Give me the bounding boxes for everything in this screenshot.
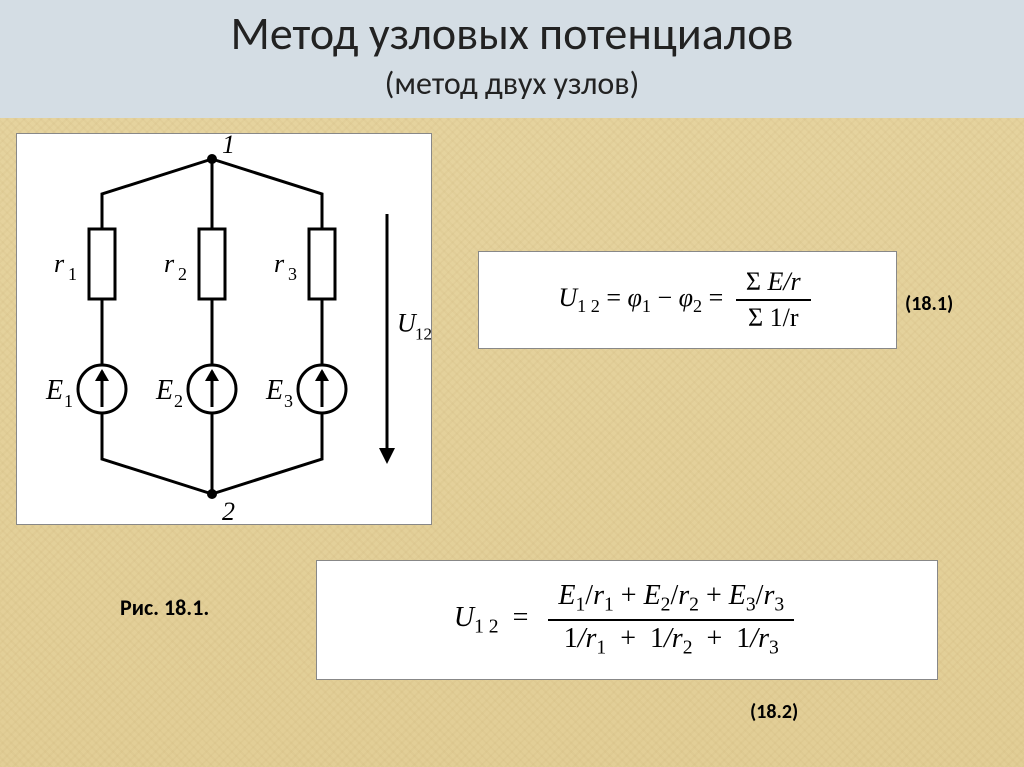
svg-text:12: 12 [415, 325, 431, 344]
svg-text:E: E [265, 375, 283, 406]
equation-label-18-2: (18.2) [750, 700, 798, 724]
title-band: Метод узловых потенциалов (метод двух уз… [0, 0, 1024, 118]
circuit-diagram: 12r1E1r2E2r3E3U12 [16, 133, 432, 525]
svg-text:r: r [164, 249, 175, 278]
slide-subtitle: (метод двух узлов) [0, 62, 1024, 103]
svg-text:1: 1 [68, 264, 77, 284]
circuit-svg: 12r1E1r2E2r3E3U12 [17, 134, 431, 524]
svg-text:2: 2 [174, 391, 183, 411]
svg-text:3: 3 [284, 391, 293, 411]
equation-label-18-1: (18.1) [905, 292, 953, 316]
svg-text:2: 2 [178, 264, 187, 284]
svg-text:3: 3 [288, 264, 297, 284]
svg-text:1: 1 [222, 134, 235, 159]
slide-title: Метод узловых потенциалов [0, 0, 1024, 62]
svg-text:r: r [54, 249, 65, 278]
formula-18-2-content: U1 2 = E1/r1 + E2/r2 + E3/r31/r1 + 1/r2 … [454, 578, 800, 661]
svg-text:E: E [155, 375, 173, 406]
formula-18-1-content: U1 2 = φ1 − φ2 = Σ E/rΣ 1/r [558, 265, 816, 335]
svg-text:r: r [274, 249, 285, 278]
formula-18-1: U1 2 = φ1 − φ2 = Σ E/rΣ 1/r [478, 251, 897, 349]
figure-caption: Рис. 18.1. [120, 594, 209, 621]
svg-text:1: 1 [64, 391, 73, 411]
svg-text:E: E [45, 375, 63, 406]
svg-text:2: 2 [222, 497, 235, 524]
formula-18-2: U1 2 = E1/r1 + E2/r2 + E3/r31/r1 + 1/r2 … [316, 560, 938, 680]
